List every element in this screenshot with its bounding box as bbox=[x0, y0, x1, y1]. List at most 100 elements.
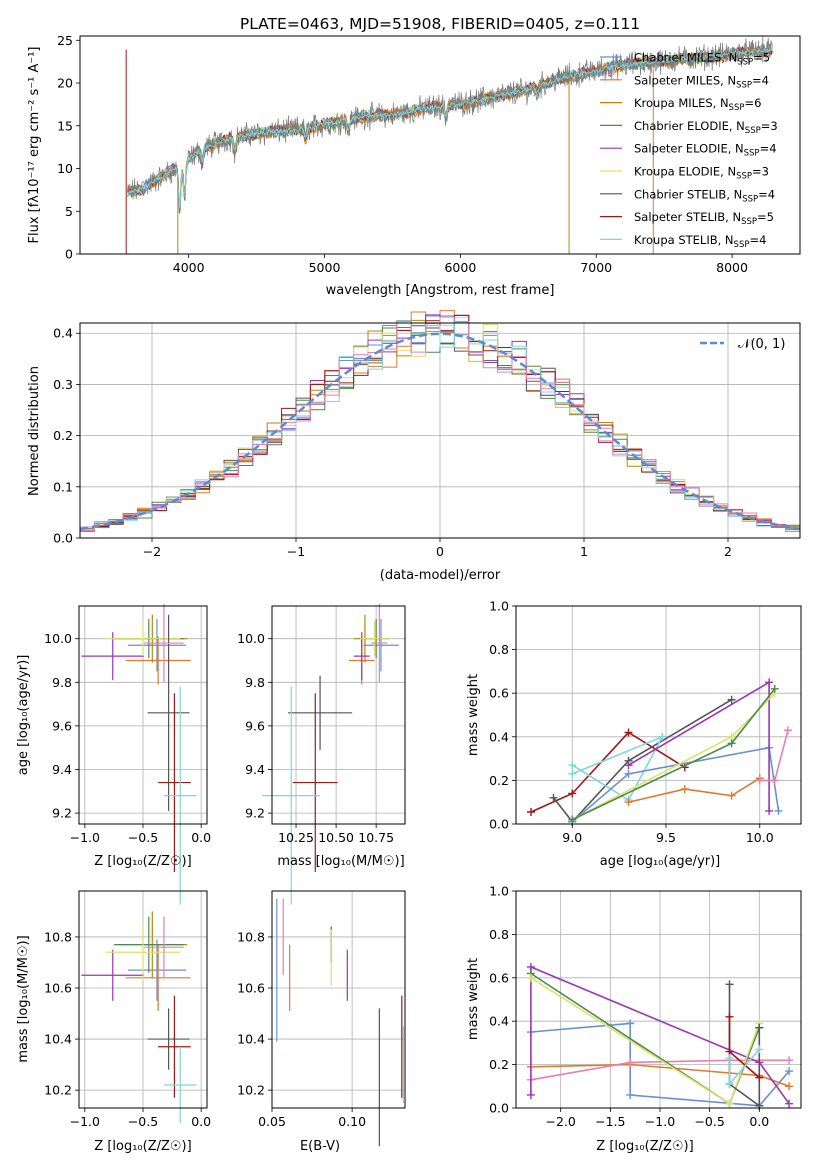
y-tick-label: 0.3 bbox=[53, 377, 73, 392]
legend-label: Kroupa MILES, NSSP=6 bbox=[634, 96, 761, 113]
legend-label-subscript: SSP bbox=[736, 80, 752, 90]
y-tick-label: 9.6 bbox=[52, 718, 72, 733]
x-tick-label: −1.5 bbox=[595, 1114, 625, 1129]
x-axis-label: E(B-V) bbox=[300, 1139, 340, 1154]
y-tick-label: 25 bbox=[57, 33, 73, 48]
x-tick-label: −0.5 bbox=[128, 830, 158, 845]
legend-label: Salpeter STELIB, NSSP=5 bbox=[634, 210, 774, 227]
legend-label-main: Kroupa MILES, N bbox=[634, 96, 729, 110]
legend-label-main: Chabrier STELIB, N bbox=[634, 187, 742, 201]
legend-label-main: Chabrier MILES, N bbox=[634, 51, 737, 65]
x-axis-label: Z [log₁₀(Z/Z☉)] bbox=[596, 1139, 693, 1154]
y-tick-label: 0.1 bbox=[53, 479, 73, 494]
y-tick-label: 10.6 bbox=[237, 981, 265, 996]
plot-frame bbox=[515, 605, 802, 825]
y-tick-label: 0.2 bbox=[53, 428, 73, 443]
legend-label-subscript: SSP bbox=[741, 217, 757, 227]
plus-marker bbox=[526, 973, 535, 982]
weight-vs-z-panel: −2.0 −1.5 −1.0 −0.5 0.0 0.0 0.2 0.4 0.6 0.8 1.0 Z … bbox=[466, 884, 802, 1154]
y-tick-label: 0.0 bbox=[489, 1101, 509, 1116]
x-axis-label: Z [log₁₀(Z/Z☉)] bbox=[94, 854, 191, 869]
histogram-step bbox=[79, 316, 801, 538]
legend-label: Chabrier MILES, NSSP=5 bbox=[634, 51, 770, 68]
x-tick-label: 0 bbox=[436, 544, 444, 559]
model-spectrum-line bbox=[127, 47, 773, 208]
grid bbox=[272, 606, 405, 824]
legend-label-subscript: SSP bbox=[737, 58, 753, 68]
x-tick-label: −2 bbox=[143, 544, 161, 559]
errorbars bbox=[81, 603, 197, 905]
plus-marker bbox=[765, 678, 774, 687]
x-tick-label: 10.25 bbox=[278, 830, 314, 845]
legend-label-main: Salpeter ELODIE, N bbox=[634, 142, 744, 156]
x-tick-label: 10.0 bbox=[746, 830, 774, 845]
x-tick-label: 10.50 bbox=[318, 830, 354, 845]
y-tick-label: 20 bbox=[57, 76, 73, 91]
legend-label-subscript: SSP bbox=[736, 172, 752, 182]
y-tick-label: 0.4 bbox=[53, 326, 73, 341]
x-tick-label: −1.0 bbox=[70, 1114, 100, 1129]
plot-frame bbox=[515, 890, 802, 1109]
x-tick-label: 2 bbox=[724, 544, 732, 559]
y-axis-label: Flux [fλ10⁻¹⁷ erg cm⁻² s⁻¹ A⁻¹] bbox=[27, 47, 42, 244]
y-tick-label: 0.6 bbox=[489, 686, 509, 701]
y-tick-label: 0.2 bbox=[489, 773, 509, 788]
spectrum-panel: PLATE=0463, MJD=51908, FIBERID=0405, z=0… bbox=[27, 15, 801, 298]
legend-label: Chabrier STELIB, NSSP=4 bbox=[634, 187, 775, 204]
y-tick-label: 0.8 bbox=[489, 642, 509, 657]
x-tick-label: 9.0 bbox=[562, 830, 582, 845]
plus-marker bbox=[568, 789, 577, 798]
y-tick-label: 9.8 bbox=[52, 675, 72, 690]
x-tick-label: 4000 bbox=[173, 260, 205, 275]
y-axis-label: age [log₁₀(age/yr)] bbox=[16, 655, 31, 776]
plus-marker bbox=[785, 1082, 794, 1091]
legend-label-main: Kroupa STELIB, N bbox=[634, 233, 734, 247]
y-tick-label: 10.2 bbox=[44, 1083, 72, 1098]
plot-frame bbox=[271, 890, 406, 1109]
legend-label-subscript: SSP bbox=[744, 149, 760, 159]
legend-label-value: =3 bbox=[761, 119, 778, 133]
plus-marker bbox=[725, 980, 734, 989]
x-tick-label: 6000 bbox=[444, 260, 476, 275]
weight-series-line bbox=[530, 965, 790, 1105]
legend-label-value: =4 bbox=[752, 73, 769, 87]
plus-marker bbox=[725, 1080, 734, 1089]
plus-marker bbox=[755, 1023, 764, 1032]
weight-series-line bbox=[571, 746, 780, 823]
weight-series-line bbox=[530, 1063, 790, 1088]
legend-label-value: =4 bbox=[749, 233, 766, 247]
y-tick-label: 0.0 bbox=[489, 817, 509, 832]
x-axis-label: age [log₁₀(age/yr)] bbox=[600, 854, 721, 869]
y-tick-label: 9.8 bbox=[245, 675, 265, 690]
plus-marker bbox=[785, 1056, 794, 1065]
legend-label: Salpeter ELODIE, NSSP=4 bbox=[634, 142, 777, 159]
age-vs-mass-panel: 10.25 10.50 10.75 9.2 9.4 9.6 9.8 10.0 mass [lo… bbox=[237, 603, 406, 905]
x-tick-label: 1 bbox=[580, 544, 588, 559]
plus-marker bbox=[626, 1090, 635, 1099]
legend-label-subscript: SSP bbox=[734, 240, 750, 250]
plus-marker bbox=[770, 684, 779, 693]
x-tick-label: 0.0 bbox=[191, 830, 211, 845]
x-tick-label: 7000 bbox=[580, 260, 612, 275]
weight-series-line bbox=[628, 777, 761, 803]
plus-marker bbox=[755, 776, 764, 785]
x-tick-label: −0.5 bbox=[128, 1114, 158, 1129]
plus-marker bbox=[624, 728, 633, 737]
legend-label-subscript: SSP bbox=[742, 194, 758, 204]
weight-lines bbox=[527, 678, 792, 826]
plus-marker bbox=[527, 808, 535, 817]
weight-series-line bbox=[552, 699, 733, 824]
x-axis-label: mass [log₁₀(M/M☉)] bbox=[277, 854, 404, 869]
y-tick-label: 10.8 bbox=[44, 929, 72, 944]
legend-label-main: Chabrier ELODIE, N bbox=[634, 119, 745, 133]
plus-marker bbox=[626, 1019, 635, 1028]
y-tick-label: 0.2 bbox=[489, 1057, 509, 1072]
plus-marker bbox=[568, 769, 577, 778]
age-vs-z-panel: −1.0 −0.5 0.0 9.2 9.4 9.6 9.8 10.0 Z [log₁₀(Z/Z… bbox=[16, 603, 211, 905]
y-tick-label: 5 bbox=[65, 204, 73, 219]
x-axis-label: Z [log₁₀(Z/Z☉)] bbox=[94, 1139, 191, 1154]
y-tick-label: 10.4 bbox=[237, 1032, 265, 1047]
plus-marker bbox=[727, 791, 736, 800]
y-tick-label: 10.8 bbox=[237, 929, 265, 944]
